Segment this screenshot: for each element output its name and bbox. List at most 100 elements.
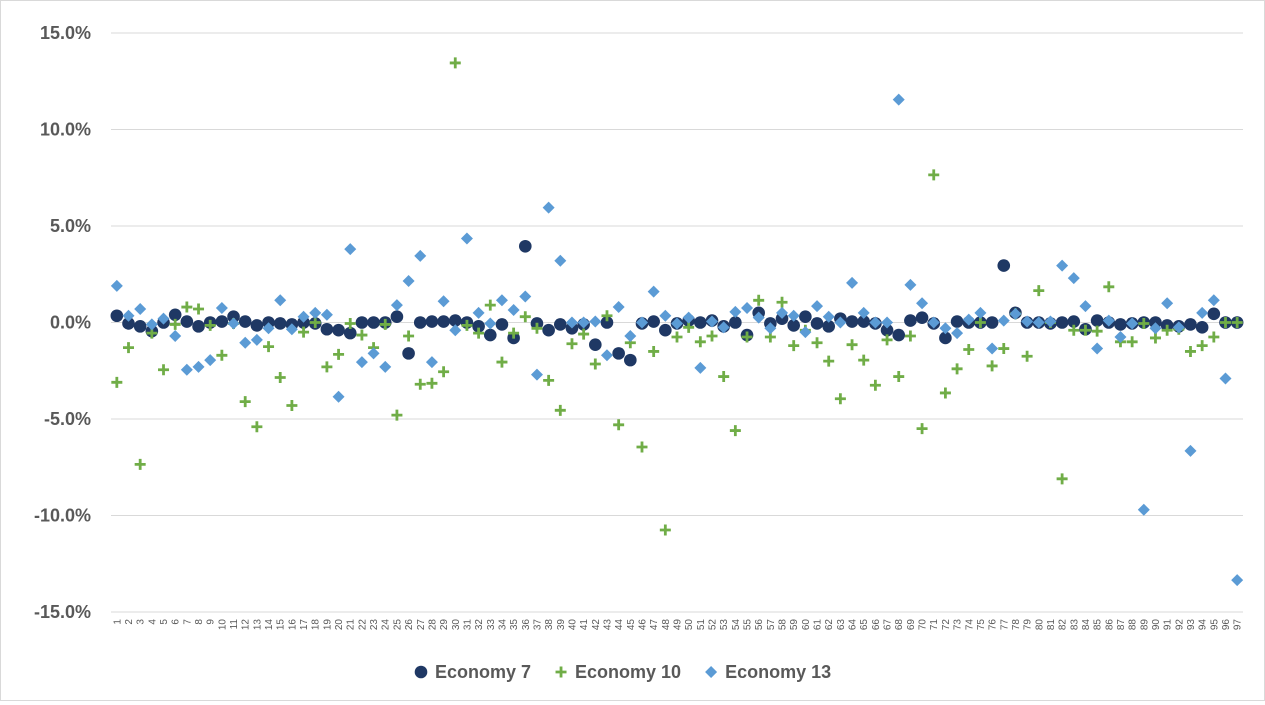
- x-tick-label: 77: [999, 619, 1010, 631]
- data-point: [298, 326, 310, 338]
- data-point: [916, 297, 929, 310]
- x-tick-label: 7: [182, 619, 193, 625]
- x-tick-label: 59: [789, 619, 800, 631]
- data-point: [1114, 318, 1127, 331]
- data-point: [227, 310, 240, 324]
- x-tick-label: 20: [334, 619, 345, 631]
- data-point: [846, 339, 858, 351]
- data-point: [169, 318, 181, 330]
- data-point: [1021, 315, 1034, 328]
- data-point: [168, 308, 182, 322]
- x-tick-label: 8: [194, 619, 205, 625]
- data-point: [391, 409, 403, 421]
- data-point: [706, 330, 718, 342]
- data-point: [1161, 324, 1173, 336]
- data-point: [343, 326, 357, 340]
- data-point: [647, 315, 660, 328]
- x-tick-label: 61: [813, 619, 824, 631]
- data-point: [893, 371, 905, 383]
- data-point: [390, 310, 404, 324]
- data-point: [1114, 330, 1127, 343]
- data-point: [403, 330, 415, 342]
- x-tick-label: 27: [416, 619, 427, 631]
- x-tick-label: 24: [381, 619, 392, 631]
- data-point: [753, 294, 765, 306]
- data-point: [134, 458, 146, 470]
- data-point: [612, 301, 625, 314]
- data-point: [1172, 321, 1185, 334]
- data-point: [1196, 340, 1208, 352]
- x-tick-label: 12: [241, 619, 252, 631]
- data-point: [238, 315, 252, 328]
- data-point: [1126, 317, 1139, 330]
- x-tick-label: 74: [964, 619, 975, 631]
- x-tick-label: 91: [1163, 619, 1174, 631]
- data-point: [216, 349, 228, 361]
- data-point: [1208, 331, 1220, 343]
- x-tick-label: 94: [1198, 619, 1209, 631]
- data-point: [1207, 294, 1220, 307]
- x-tick-label: 78: [1011, 619, 1022, 631]
- x-tick-label: 5: [159, 619, 170, 625]
- data-point: [1055, 316, 1069, 329]
- data-point: [636, 441, 648, 453]
- x-tick-label: 75: [976, 619, 987, 631]
- data-point: [531, 322, 543, 334]
- data-point: [227, 317, 240, 330]
- data-point: [344, 317, 356, 329]
- x-tick-label: 93: [1186, 619, 1197, 631]
- data-point: [111, 376, 123, 388]
- data-point: [239, 396, 251, 408]
- data-point: [274, 372, 286, 384]
- data-point: [495, 294, 508, 307]
- data-point: [542, 323, 555, 337]
- data-point: [273, 317, 287, 330]
- data-point: [110, 279, 123, 292]
- x-tick-label: 90: [1151, 619, 1162, 631]
- data-point: [950, 315, 964, 328]
- data-point: [239, 336, 252, 349]
- data-point: [379, 318, 391, 330]
- x-tick-label: 60: [801, 619, 812, 631]
- x-tick-label: 70: [918, 619, 929, 631]
- x-tick-label: 95: [1209, 619, 1220, 631]
- x-tick-label: 15: [276, 619, 287, 631]
- data-point: [1231, 317, 1243, 328]
- x-tick-label: 42: [591, 619, 602, 631]
- x-tick-label: 64: [848, 619, 859, 631]
- data-point: [741, 331, 753, 343]
- legend-item: Economy 10: [555, 662, 681, 682]
- data-point: [332, 323, 345, 337]
- data-point: [566, 338, 578, 350]
- data-point: [1032, 316, 1045, 329]
- x-tick-label: 37: [532, 619, 543, 631]
- y-tick-label: -15.0%: [34, 602, 91, 622]
- data-point: [834, 316, 847, 329]
- data-point: [1138, 317, 1150, 329]
- x-tick-label: 10: [217, 619, 228, 631]
- data-point: [344, 243, 357, 256]
- data-point: [717, 321, 730, 334]
- data-point: [787, 309, 800, 322]
- data-point: [671, 331, 683, 343]
- data-point: [461, 319, 473, 331]
- data-point: [309, 306, 322, 319]
- x-tick-label: 14: [264, 619, 275, 631]
- x-tick-label: 49: [673, 619, 684, 631]
- data-point: [799, 326, 812, 339]
- data-point: [263, 341, 275, 353]
- data-point: [810, 317, 824, 330]
- x-tick-label: 56: [754, 619, 765, 631]
- data-series: [110, 57, 1244, 587]
- x-tick-label: 55: [743, 619, 754, 631]
- data-point: [192, 360, 205, 373]
- legend-item: Economy 7: [414, 662, 531, 682]
- data-point: [508, 327, 520, 339]
- data-point: [811, 337, 823, 349]
- data-point: [1184, 345, 1196, 357]
- data-point: [939, 387, 951, 399]
- data-point: [122, 317, 135, 330]
- data-point: [578, 328, 590, 340]
- legend-marker: [705, 666, 718, 678]
- x-tick-label: 85: [1093, 619, 1104, 631]
